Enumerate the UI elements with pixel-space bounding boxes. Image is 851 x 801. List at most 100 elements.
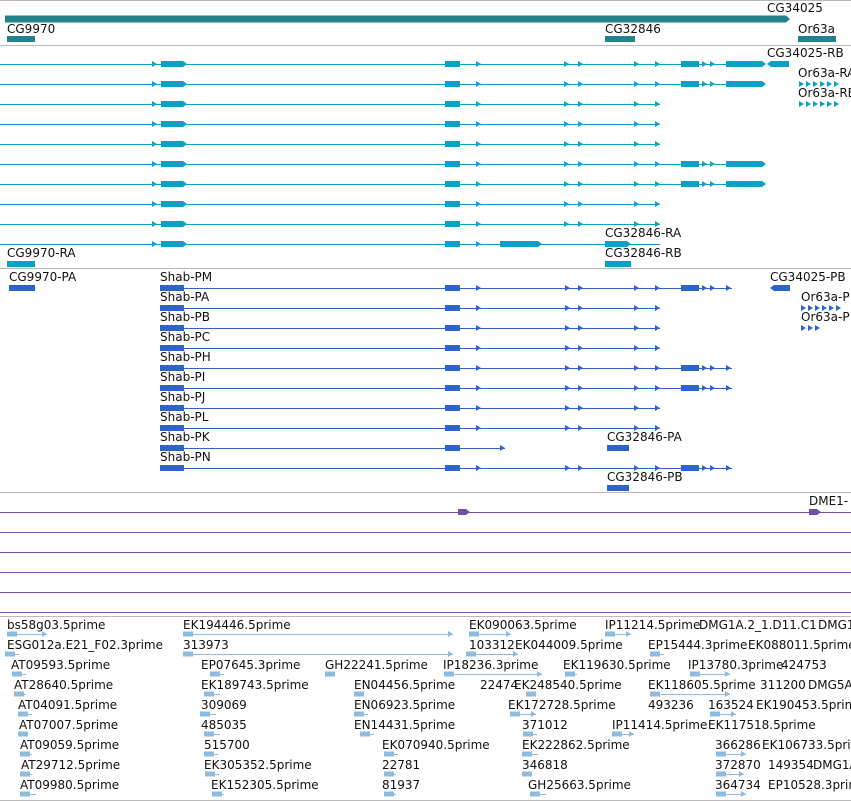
track-divider	[0, 268, 851, 269]
gene-label-cg34025[interactable]: CG34025	[767, 1, 823, 15]
est-label[interactable]: AT09980.5prime	[20, 778, 120, 792]
exon-block	[161, 221, 187, 227]
est-label[interactable]: EN04456.5prime	[354, 678, 456, 692]
est-label[interactable]: DMG1	[818, 618, 851, 632]
exon-marker	[655, 81, 660, 87]
est-label[interactable]: IP11414.5prime	[612, 718, 708, 732]
est-label[interactable]: GH22241.5prime	[325, 658, 428, 672]
protein-label-shab-pb[interactable]: Shab-PB	[160, 310, 210, 324]
protein-block	[681, 365, 699, 371]
exon-marker	[476, 161, 481, 167]
protein-label-shab-pc[interactable]: Shab-PC	[160, 330, 211, 344]
est-label[interactable]: 22781	[382, 758, 421, 772]
protein-label-cg9970-pa[interactable]: CG9970-PA	[9, 270, 77, 284]
est-label[interactable]: EK222862.5prime	[522, 738, 630, 752]
est-label[interactable]: 311200	[760, 678, 806, 692]
protein-label-shab-pm[interactable]: Shab-PM	[160, 270, 213, 284]
est-label[interactable]: DMG5A	[808, 678, 851, 692]
est-label[interactable]: 371012	[522, 718, 568, 732]
est-label[interactable]: EP15444.3prime	[648, 638, 748, 652]
transcript-label-or63a-rb[interactable]: Or63a-RB	[798, 86, 851, 100]
est-label[interactable]: EK088011.5prime	[748, 638, 851, 652]
est-label[interactable]: EK190453.5prime	[756, 698, 851, 712]
exon-block	[161, 181, 187, 187]
protein-label-shab-pn[interactable]: Shab-PN	[160, 450, 211, 464]
est-label[interactable]: 515700	[204, 738, 250, 752]
transcript-label-cg9970-ra[interactable]: CG9970-RA	[7, 246, 76, 260]
protein-label-shab-pa[interactable]: Shab-PA	[160, 290, 210, 304]
protein-label-cg32846-pb[interactable]: CG32846-PB	[607, 470, 683, 484]
est-label[interactable]: 149354	[768, 758, 814, 772]
protein-label-shab-pk[interactable]: Shab-PK	[160, 430, 210, 444]
est-label[interactable]: AT04091.5prime	[18, 698, 118, 712]
est-label[interactable]: EK070940.5prime	[382, 738, 490, 752]
transcript-label-or63a-ra[interactable]: Or63a-RA	[798, 66, 851, 80]
protein-label-cg32846-pa[interactable]: CG32846-PA	[607, 430, 682, 444]
protein-label-or63a-pb[interactable]: Or63a-P	[801, 310, 850, 324]
est-label[interactable]: EP07645.3prime	[201, 658, 301, 672]
feature-label-dme1[interactable]: DME1-	[809, 494, 849, 508]
protein-label-shab-pi[interactable]: Shab-PI	[160, 370, 206, 384]
est-label[interactable]: AT07007.5prime	[19, 718, 119, 732]
est-label[interactable]: EK194446.5prime	[183, 618, 291, 632]
est-label[interactable]: 485035	[201, 718, 247, 732]
protein-label-cg34025-pb[interactable]: CG34025-PB	[770, 270, 846, 284]
gene-label-cg32846[interactable]: CG32846	[605, 22, 661, 36]
est-label[interactable]: DMG1A	[813, 758, 851, 772]
est-label[interactable]: 103312	[469, 638, 515, 652]
est-label[interactable]: 493236	[648, 698, 694, 712]
est-label[interactable]: 309069	[201, 698, 247, 712]
protein-block	[445, 425, 460, 431]
est-label[interactable]: IP11214.5prime	[605, 618, 701, 632]
est-label[interactable]: 346818	[522, 758, 568, 772]
est-label[interactable]: EK118605.5prime	[648, 678, 756, 692]
est-label[interactable]: IP13780.3prime	[688, 658, 784, 672]
est-label[interactable]: 424753	[781, 658, 827, 672]
est-label[interactable]: EN14431.5prime	[354, 718, 456, 732]
est-label[interactable]: EK117518.5prime	[708, 718, 816, 732]
est-label[interactable]: EK044009.5prime	[515, 638, 623, 652]
est-label[interactable]: ESG012a.E21_F02.3prime	[7, 638, 163, 652]
est-label[interactable]: 163524	[708, 698, 754, 712]
est-label[interactable]: EP10528.3prime	[768, 778, 851, 792]
est-label[interactable]: 313973	[183, 638, 229, 652]
est-label[interactable]: bs58g03.5prime	[7, 618, 106, 632]
gene-label-or63a[interactable]: Or63a	[798, 22, 836, 36]
est-label[interactable]: AT09059.5prime	[20, 738, 120, 752]
est-label[interactable]: GH25663.5prime	[528, 778, 631, 792]
transcript-label-cg34025-rb[interactable]: CG34025-RB	[767, 46, 844, 60]
protein-label-shab-pj[interactable]: Shab-PJ	[160, 390, 206, 404]
est-label[interactable]: EK248540.5prime	[514, 678, 622, 692]
est-label[interactable]: 22474	[480, 678, 519, 692]
est-label[interactable]: 372870	[715, 758, 761, 772]
transcript-label-cg32846-rb[interactable]: CG32846-RB	[605, 246, 682, 260]
est-label[interactable]: EK305352.5prime	[204, 758, 312, 772]
est-label[interactable]: AT09593.5prime	[11, 658, 111, 672]
est-arrow	[741, 751, 746, 757]
est-label[interactable]: 364734	[715, 778, 761, 792]
est-label[interactable]: AT29712.5prime	[21, 758, 121, 772]
protein-label-or63a-pa[interactable]: Or63a-P	[801, 290, 850, 304]
est-label[interactable]: EK119630.5prime	[563, 658, 671, 672]
exon-block	[726, 181, 766, 187]
est-label[interactable]: DMG1A.2_1.D11.C1	[699, 618, 817, 632]
est-label[interactable]: EK172728.5prime	[508, 698, 616, 712]
est-label[interactable]: EK189743.5prime	[201, 678, 309, 692]
est-label[interactable]: EK106733.5prime	[762, 738, 851, 752]
est-block	[204, 691, 214, 697]
exon-marker	[578, 221, 583, 227]
protein-label-shab-ph[interactable]: Shab-PH	[160, 350, 211, 364]
est-label[interactable]: EK152305.5prime	[211, 778, 319, 792]
est-label[interactable]: IP18236.3prime	[443, 658, 539, 672]
protein-label-shab-pl[interactable]: Shab-PL	[160, 410, 209, 424]
transcript-label-cg32846-ra[interactable]: CG32846-RA	[605, 226, 682, 240]
gene-label-cg9970[interactable]: CG9970	[7, 22, 56, 36]
est-label[interactable]: AT28640.5prime	[14, 678, 114, 692]
est-label[interactable]: 81937	[382, 778, 421, 792]
est-label[interactable]: EK090063.5prime	[469, 618, 577, 632]
est-label[interactable]: EN06923.5prime	[354, 698, 456, 712]
exon-marker	[564, 121, 569, 127]
est-block	[200, 711, 210, 717]
est-label[interactable]: 366286	[715, 738, 761, 752]
